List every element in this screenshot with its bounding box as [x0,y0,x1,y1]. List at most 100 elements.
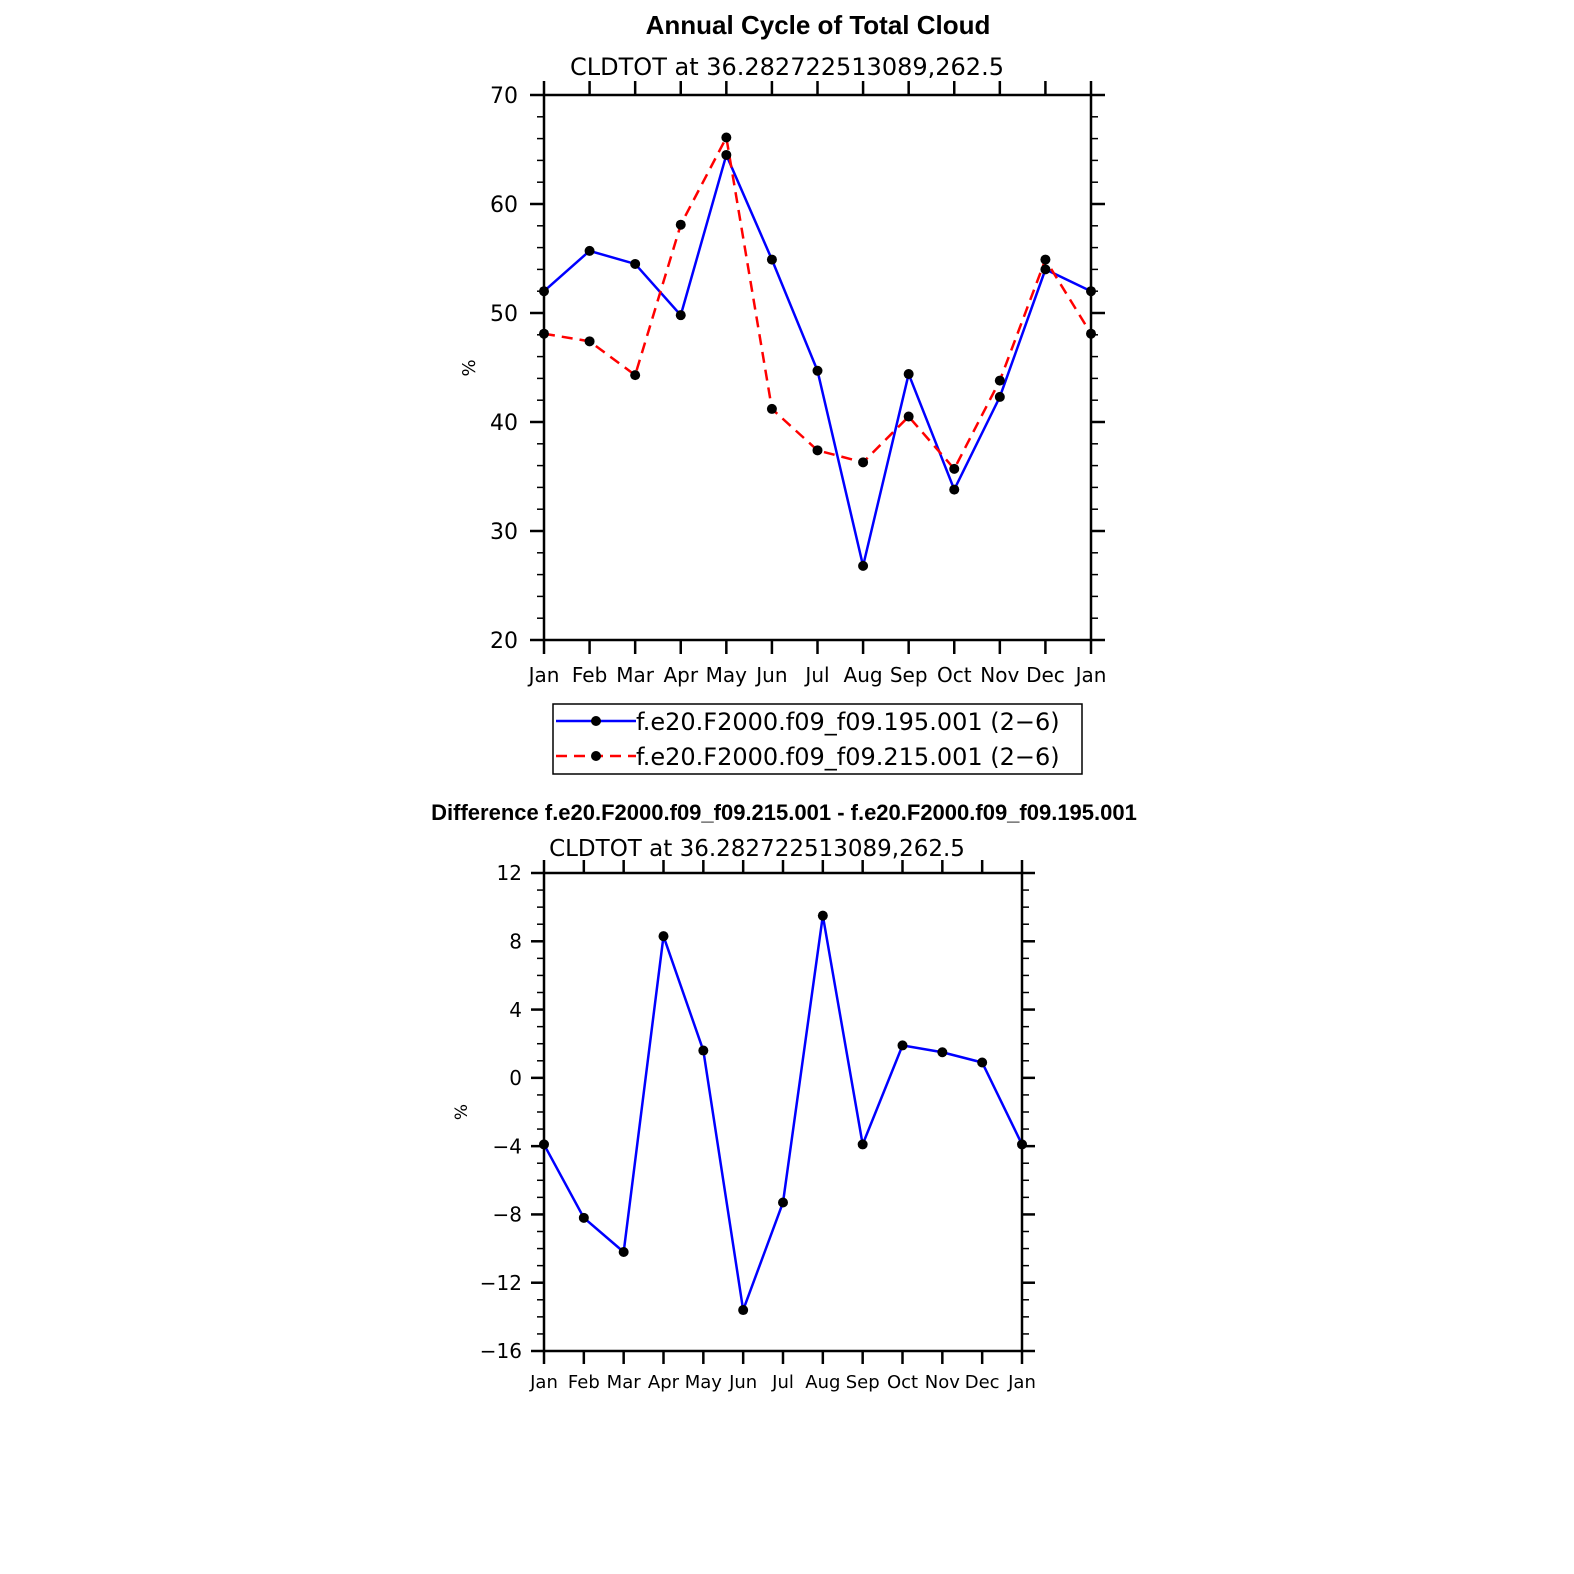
annual-cycle-data-point [675,219,686,230]
annual-cycle-x-tick-label: Oct [937,663,972,687]
annual-cycle-x-tick-label: Jul [803,663,829,687]
annual-cycle-y-tick-label: 70 [490,84,518,109]
annual-cycle-series-line-0 [543,151,1092,567]
difference-y-tick-label: 0 [509,1066,522,1090]
difference-y-tick-label: 8 [509,929,522,953]
annual-cycle-y-tick-label: 50 [490,302,518,327]
legend-marker-195 [591,716,601,726]
annual-cycle-y-axis-label: % [459,359,480,376]
difference-x-tick-label: Jun [728,1372,757,1393]
difference-data-point [618,1246,629,1257]
difference-x-tick-label: Oct [887,1372,918,1393]
difference-y-tick-label: −12 [480,1271,522,1295]
difference-panel: Difference f.e20.F2000.f09_f09.215.001 -… [431,800,1137,1393]
annual-cycle-x-tick-label: Aug [844,663,883,687]
annual-cycle-data-point [812,445,823,456]
annual-cycle-data-point [903,411,914,422]
difference-data-point [698,1045,709,1056]
difference-y-tick-label: 12 [497,861,522,885]
annual-cycle-data-point [903,369,914,380]
difference-data-point [857,1139,868,1150]
annual-cycle-title: Annual Cycle of Total Cloud [646,10,991,40]
annual-cycle-x-tick-label: Jan [1074,663,1107,687]
annual-cycle-data-point [1040,254,1051,265]
difference-data-point [897,1040,908,1051]
annual-cycle-data-point [630,370,641,381]
difference-data-point [937,1047,948,1058]
annual-cycle-data-point [812,365,823,376]
difference-y-axis-label: % [452,1104,472,1120]
annual-cycle-y-tick-label: 40 [490,411,518,436]
annual-cycle-data-point [584,245,595,256]
difference-series-line-0 [542,915,1024,1315]
annual-cycle-series [539,132,1096,571]
difference-axes: Jan Feb Mar Apr May Jun Jul Aug Sep Oct Nov Dec Jan −… [480,860,1036,1393]
annual-cycle-data-point [1086,286,1096,297]
difference-x-tick-label: Jan [529,1372,558,1393]
difference-x-tick-label: Mar [607,1372,642,1393]
legend: f.e20.F2000.f09_f09.195.001 (2−6) f.e20.… [552,703,1083,775]
difference-subtitle: CLDTOT at 36.282722513089,262.5 [549,836,965,862]
annual-cycle-y-tick-label: 60 [490,193,518,218]
annual-cycle-x-tick-label: Jan [527,663,560,687]
annual-cycle-data-point [858,457,869,468]
annual-cycle-x-tick-label: Mar [616,663,655,687]
annual-cycle-y-tick-label: 20 [490,629,518,654]
difference-plot-frame [542,871,1024,1353]
legend-entry-195: f.e20.F2000.f09_f09.195.001 (2−6) [556,708,1060,736]
annual-cycle-panel: Annual Cycle of Total Cloud CLDTOT at 36… [459,10,1106,775]
legend-label-215: f.e20.F2000.f09_f09.215.001 (2−6) [636,743,1060,771]
annual-cycle-data-point [584,336,595,347]
difference-data-point [1017,1139,1027,1150]
annual-cycle-axes: Jan Feb Mar Apr May Jun Jul Aug Sep Oct Nov Dec Jan 2… [490,81,1106,687]
annual-cycle-y-tick-label: 30 [490,520,518,545]
difference-data-point [817,910,828,921]
difference-x-tick-label: Nov [925,1372,960,1393]
difference-data-point [578,1212,589,1223]
difference-x-tick-label: Jul [771,1372,794,1393]
annual-cycle-data-point [994,375,1005,386]
annual-cycle-data-point [949,463,960,474]
annual-cycle-data-point [721,132,732,143]
difference-x-tick-label: Sep [846,1372,880,1393]
annual-cycle-subtitle: CLDTOT at 36.282722513089,262.5 [570,53,1004,81]
annual-cycle-x-tick-label: May [706,663,748,687]
difference-y-tick-label: −8 [493,1203,522,1227]
difference-x-tick-label: Aug [805,1372,840,1393]
annual-cycle-series-line-1 [543,133,1093,472]
annual-cycle-data-point [675,310,686,321]
difference-x-tick-label: Apr [648,1372,680,1393]
annual-cycle-x-tick-label: Nov [980,663,1019,687]
annual-cycle-data-point [949,484,960,495]
annual-cycle-data-point [630,258,641,269]
difference-data-point [738,1305,749,1316]
annual-cycle-data-point [539,286,549,297]
difference-data-point [539,1139,549,1150]
difference-x-tick-label: Feb [568,1372,600,1393]
annual-cycle-data-point [858,560,869,571]
annual-cycle-data-point [539,328,549,339]
difference-data-point [658,931,669,942]
difference-series [539,910,1027,1316]
annual-cycle-x-tick-label: Apr [663,663,698,687]
annual-cycle-data-point [1086,328,1096,339]
difference-title: Difference f.e20.F2000.f09_f09.215.001 -… [431,800,1137,825]
annual-cycle-data-point [1040,264,1051,275]
annual-cycle-data-point [721,149,732,160]
difference-x-tick-label: Dec [965,1372,1000,1393]
legend-marker-215 [591,751,601,761]
difference-x-tick-label: May [685,1372,723,1393]
difference-y-tick-label: −4 [493,1134,522,1158]
difference-x-tick-label: Jan [1007,1372,1036,1393]
legend-label-195: f.e20.F2000.f09_f09.195.001 (2−6) [636,708,1060,736]
difference-data-point [977,1057,988,1068]
annual-cycle-x-tick-label: Jun [754,663,787,687]
annual-cycle-data-point [994,391,1005,402]
difference-data-point [778,1197,788,1208]
annual-cycle-x-tick-label: Sep [890,663,928,687]
annual-cycle-x-tick-label: Feb [572,663,607,687]
legend-entry-215: f.e20.F2000.f09_f09.215.001 (2−6) [556,743,1060,771]
annual-cycle-x-tick-label: Dec [1026,663,1065,687]
annual-cycle-data-point [766,254,777,265]
